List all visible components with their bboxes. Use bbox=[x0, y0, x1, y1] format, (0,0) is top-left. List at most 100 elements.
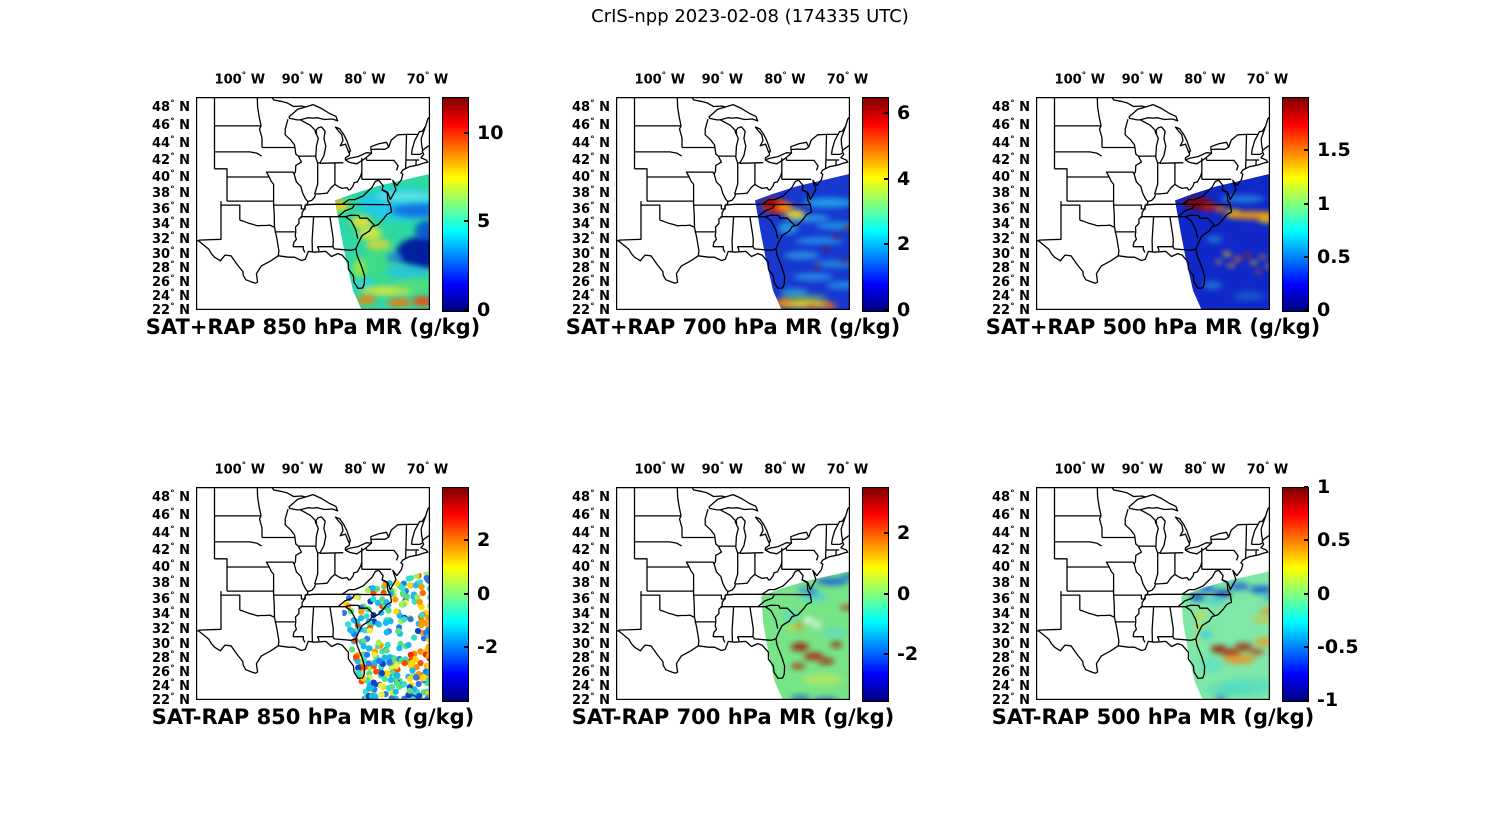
lat-tick-label: 40° N bbox=[572, 168, 610, 186]
map-frame bbox=[1036, 97, 1270, 310]
colorbar-tick-label: 4 bbox=[897, 167, 911, 190]
lat-tick-label: 36° N bbox=[992, 200, 1030, 218]
lat-tick-label: 24° N bbox=[992, 288, 1030, 305]
map-sat-minus-rap-700 bbox=[616, 487, 850, 700]
lat-tick-label: 42° N bbox=[992, 542, 1030, 559]
lat-tick-label: 28° N bbox=[992, 260, 1030, 277]
colorbar-tick-mark bbox=[1304, 486, 1308, 488]
lon-tick-label: 70° W bbox=[1246, 71, 1289, 88]
colorbar-tick-label: -0.5 bbox=[1317, 635, 1359, 658]
panel-title-sat-minus-rap-500: SAT-RAP 500 hPa MR (g/kg) bbox=[991, 705, 1315, 729]
lat-tick-label: 36° N bbox=[992, 590, 1030, 608]
data-swath bbox=[1181, 567, 1270, 700]
colorbar-tick-label: 0.5 bbox=[1317, 245, 1351, 268]
lat-tick-label: 32° N bbox=[152, 231, 190, 248]
lat-tick-label: 38° N bbox=[992, 185, 1030, 202]
colorbar-tick-mark bbox=[464, 131, 468, 134]
lat-tick-label: 44° N bbox=[992, 135, 1030, 152]
lon-tick-label: 90° W bbox=[701, 71, 744, 88]
lat-tick-label: 22° N bbox=[992, 301, 1030, 319]
colorbar-tick-label: 0 bbox=[1317, 299, 1331, 321]
lat-tick-label: 22° N bbox=[152, 301, 190, 319]
lat-tick-label: 48° N bbox=[152, 488, 190, 506]
colorbar-sat-plus-rap-500 bbox=[1282, 97, 1309, 312]
lat-tick-label: 24° N bbox=[572, 288, 610, 305]
lon-tick-label: 90° W bbox=[1121, 71, 1164, 88]
lon-tick-label: 80° W bbox=[1184, 71, 1226, 88]
lat-tick-label: 44° N bbox=[152, 135, 190, 152]
lat-tick-label: 38° N bbox=[992, 575, 1030, 592]
lon-tick-label: 90° W bbox=[281, 71, 324, 88]
lat-tick-label: 42° N bbox=[572, 152, 610, 169]
lat-tick-label: 38° N bbox=[152, 185, 190, 202]
lat-tick-label: 30° N bbox=[992, 245, 1030, 263]
state-boundaries bbox=[616, 487, 850, 680]
colorbar-tick-label: -2 bbox=[897, 643, 919, 666]
lat-tick-label: 34° N bbox=[152, 606, 190, 623]
lon-tick-label: 70° W bbox=[406, 71, 449, 88]
map-sat-minus-rap-500 bbox=[1036, 487, 1270, 700]
data-swath bbox=[761, 567, 850, 700]
lat-tick-label: 40° N bbox=[152, 558, 190, 576]
colorbar-tick-mark bbox=[1304, 539, 1308, 542]
state-boundaries bbox=[1036, 97, 1270, 290]
lat-tick-label: 40° N bbox=[992, 168, 1030, 186]
colorbar-tick-label: -2 bbox=[477, 635, 499, 658]
lat-tick-label: 22° N bbox=[572, 301, 610, 319]
lat-tick-label: 24° N bbox=[152, 678, 190, 695]
colorbar-tick-mark bbox=[884, 592, 888, 595]
colorbar-sat-minus-rap-500 bbox=[1282, 487, 1309, 702]
lat-tick-label: 48° N bbox=[572, 488, 610, 506]
lon-tick-label: 90° W bbox=[701, 461, 744, 478]
lon-tick-label: 80° W bbox=[344, 71, 386, 88]
colorbar-tick-mark bbox=[884, 531, 888, 534]
map-sat-plus-rap-850 bbox=[196, 97, 430, 310]
map-frame bbox=[616, 487, 850, 700]
lon-tick-label: 100° W bbox=[1054, 461, 1106, 478]
state-boundaries bbox=[196, 487, 430, 680]
panel-sat-plus-rap-500: 100° W 90° W 80° W 70° W 48° N 46° N 44° N 42° … bbox=[956, 53, 1351, 355]
colorbar-tick-mark bbox=[464, 309, 468, 311]
figure-title: CrIS-npp 2023-02-08 (174335 UTC) bbox=[591, 6, 909, 27]
lat-tick-label: 46° N bbox=[152, 117, 190, 134]
lat-tick-label: 48° N bbox=[992, 488, 1030, 506]
lat-tick-label: 44° N bbox=[572, 525, 610, 542]
state-boundaries bbox=[1036, 487, 1270, 680]
lon-tick-label: 80° W bbox=[344, 461, 386, 478]
lat-tick-label: 22° N bbox=[992, 691, 1030, 709]
lat-tick-label: 32° N bbox=[572, 621, 610, 638]
colorbar-tick-mark bbox=[884, 112, 888, 115]
panel-title-sat-plus-rap-850: SAT+RAP 850 hPa MR (g/kg) bbox=[145, 315, 481, 339]
lat-tick-label: 36° N bbox=[152, 590, 190, 608]
colorbar-tick-label: 1 bbox=[1317, 476, 1331, 498]
panel-title-sat-plus-rap-500: SAT+RAP 500 hPa MR (g/kg) bbox=[985, 315, 1321, 339]
lon-tick-label: 80° W bbox=[1184, 461, 1226, 478]
lat-tick-label: 46° N bbox=[572, 117, 610, 134]
colorbar-tick-mark bbox=[1304, 592, 1308, 595]
colorbar-tick-label: 0.5 bbox=[1317, 529, 1351, 552]
lon-tick-label: 80° W bbox=[764, 461, 806, 478]
lon-tick-label: 90° W bbox=[281, 461, 324, 478]
lat-tick-label: 28° N bbox=[572, 650, 610, 667]
colorbar-tick-label: 0 bbox=[477, 299, 491, 321]
map-sat-minus-rap-850 bbox=[196, 487, 430, 700]
lon-tick-label: 100° W bbox=[214, 71, 266, 88]
lat-tick-label: 24° N bbox=[572, 678, 610, 695]
lat-tick-label: 30° N bbox=[152, 635, 190, 653]
lat-tick-label: 32° N bbox=[992, 231, 1030, 248]
colorbar-tick-label: 0 bbox=[477, 582, 491, 605]
lat-tick-label: 40° N bbox=[152, 168, 190, 186]
colorbar-tick-mark bbox=[464, 645, 468, 648]
lat-tick-label: 34° N bbox=[152, 216, 190, 233]
colorbar-sat-minus-rap-700 bbox=[862, 487, 889, 702]
colorbar-tick-mark bbox=[884, 309, 888, 311]
lat-tick-label: 26° N bbox=[152, 664, 190, 681]
colorbar-tick-label: 0 bbox=[1317, 582, 1331, 605]
lat-tick-label: 28° N bbox=[152, 260, 190, 277]
state-boundaries bbox=[616, 97, 850, 290]
state-boundaries bbox=[196, 97, 430, 290]
colorbar-tick-mark bbox=[464, 592, 468, 595]
lat-tick-label: 42° N bbox=[992, 152, 1030, 169]
colorbar-tick-label: 5 bbox=[477, 210, 491, 233]
